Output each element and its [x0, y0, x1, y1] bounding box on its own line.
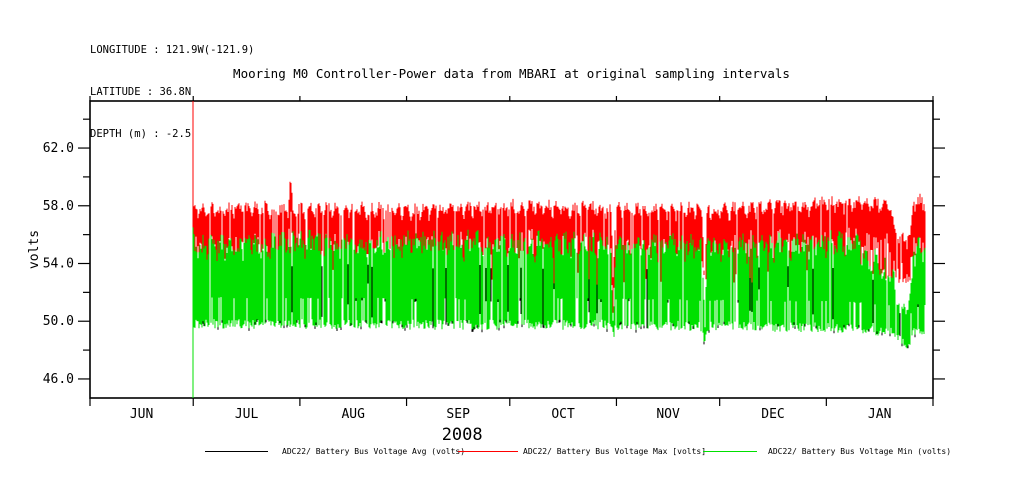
header-block: LONGITUDE : 121.9W(-121.9) LATITUDE : 36… — [90, 15, 254, 169]
x-axis-month-label: DEC — [761, 407, 784, 422]
x-axis-month-label: SEP — [446, 407, 470, 422]
y-axis-tick-label: 54.0 — [43, 256, 74, 271]
x-axis-month-label: NOV — [656, 407, 680, 422]
legend-min-label: ADC22/ Battery Bus Voltage Min (volts) — [768, 447, 952, 456]
plot-frame — [89, 100, 934, 399]
depth-text: DEPTH (m) : -2.5 — [90, 128, 192, 140]
legend-max-label: ADC22/ Battery Bus Voltage Max [volts] — [523, 447, 707, 456]
series-min-path — [192, 227, 926, 398]
legend: ADC22/ Battery Bus Voltage Avg (volts) A… — [0, 444, 1009, 464]
x-axis-month-label: JUN — [130, 407, 153, 422]
x-axis-month-label: JUL — [235, 407, 259, 422]
latitude-text: LATITUDE : 36.8N — [90, 86, 192, 98]
legend-max-line — [458, 451, 518, 452]
y-axis-title: volts — [27, 230, 42, 269]
x-axis-month-label: AUG — [341, 407, 365, 422]
legend-avg-label: ADC22/ Battery Bus Voltage Avg (volts) — [282, 447, 466, 456]
chart-title: Mooring M0 Controller-Power data from MB… — [233, 66, 790, 81]
x-axis-year-label: 2008 — [442, 425, 483, 445]
x-axis-month-label: JAN — [868, 407, 891, 422]
y-axis-tick-label: 46.0 — [43, 372, 74, 387]
y-axis-tick-label: 50.0 — [43, 314, 74, 329]
legend-avg-line — [205, 451, 268, 452]
legend-min-line — [703, 451, 757, 452]
longitude-text: LONGITUDE : 121.9W(-121.9) — [90, 44, 255, 56]
y-axis-tick-label: 58.0 — [43, 199, 74, 214]
x-axis-month-label: OCT — [551, 407, 575, 422]
y-axis-tick-label: 62.0 — [43, 141, 74, 156]
